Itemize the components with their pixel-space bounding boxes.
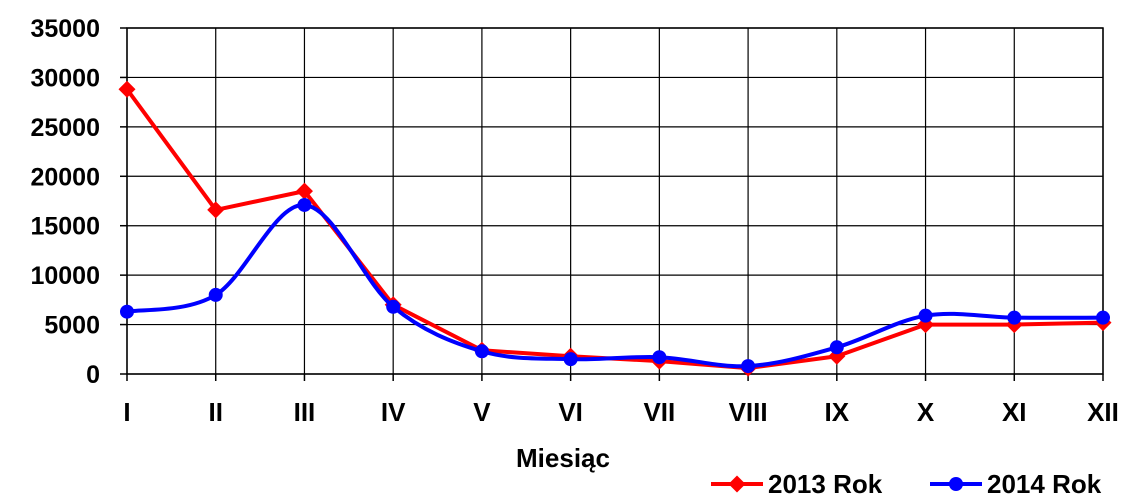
x-axis-title: Miesiąc (516, 443, 610, 473)
data-point (386, 299, 401, 314)
x-tick-label: VIII (729, 397, 768, 427)
x-tick-label: I (123, 397, 130, 427)
x-tick-label: V (473, 397, 491, 427)
series-line (125, 88, 1104, 371)
y-tick-label: 15000 (30, 213, 100, 241)
x-tick-label: VI (558, 397, 583, 427)
legend: 2013 Rok 2014 Rok (711, 469, 1102, 499)
data-point (118, 80, 136, 98)
y-tick-label: 0 (86, 361, 100, 389)
x-tick-label: XI (1002, 397, 1027, 427)
series-line (126, 202, 1104, 369)
y-tick-label: 25000 (30, 114, 100, 142)
y-tick-label: 30000 (30, 64, 100, 92)
data-point (741, 359, 756, 374)
series (118, 80, 1112, 377)
x-tick-label: III (294, 397, 316, 427)
data-point (1096, 310, 1110, 325)
legend-marker (949, 477, 963, 491)
x-tick-label: XII (1087, 397, 1119, 427)
x-tick-label: IX (825, 397, 850, 427)
legend-item: 2014 Rok (930, 469, 1102, 499)
data-point (918, 308, 933, 323)
data-point (652, 350, 667, 365)
series-1 (120, 197, 1110, 374)
series-0 (118, 80, 1112, 377)
x-tick-label: VII (643, 397, 675, 427)
x-tick-label: IV (381, 397, 406, 427)
grid (126, 27, 1104, 375)
data-point (297, 197, 312, 212)
plot-area (126, 27, 1104, 375)
y-axis-ticks: 0 5000 10000 15000 20000 25000 30000 35000 (30, 15, 127, 389)
data-point (829, 340, 844, 355)
x-tick-label: II (209, 397, 223, 427)
legend-item: 2013 Rok (711, 469, 883, 499)
data-point (208, 287, 223, 302)
data-point (120, 304, 134, 319)
y-tick-label: 20000 (30, 163, 100, 191)
x-axis-ticks: I II III IV V VI VII VIII IX X XI XII (123, 374, 1119, 427)
data-point (474, 344, 489, 359)
data-point (1007, 310, 1022, 325)
data-point (563, 352, 578, 367)
data-point (207, 201, 225, 219)
y-tick-label: 5000 (44, 312, 100, 340)
data-point (295, 182, 313, 200)
y-tick-label: 35000 (30, 15, 100, 43)
legend-label: 2013 Rok (768, 469, 883, 495)
x-tick-label: X (917, 397, 935, 427)
legend-marker (728, 475, 746, 493)
legend-label: 2014 Rok (987, 469, 1102, 495)
y-tick-label: 10000 (30, 262, 100, 290)
